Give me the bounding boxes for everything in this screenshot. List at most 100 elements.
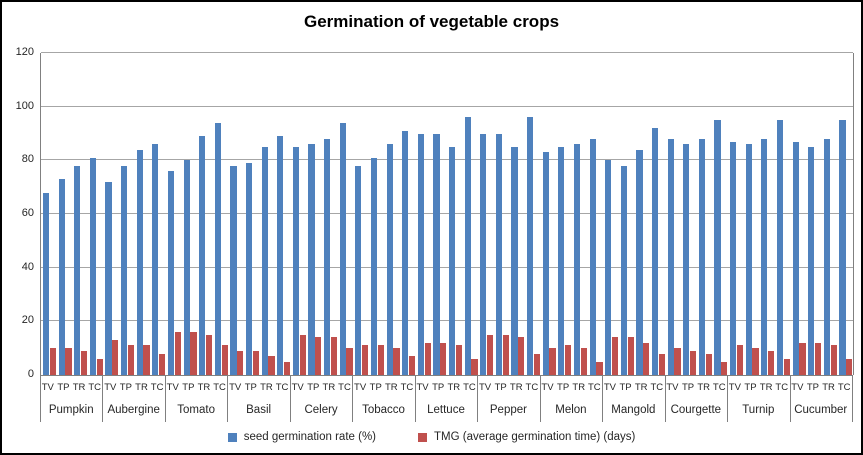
subcategory-label: TR bbox=[509, 382, 523, 393]
bar-tmg bbox=[627, 337, 634, 375]
subcategory-label: TR bbox=[135, 382, 148, 393]
bar-seed-germination-rate bbox=[542, 152, 549, 375]
bar-tmg bbox=[346, 348, 353, 375]
bar-tmg bbox=[830, 345, 837, 375]
bar-seed-germination-rate bbox=[324, 138, 331, 375]
category-separator bbox=[789, 375, 791, 422]
bar-tmg bbox=[127, 345, 135, 375]
subcategory-label: TC bbox=[837, 382, 851, 393]
x-axis-line bbox=[41, 375, 853, 376]
subcategory-label: TC bbox=[463, 382, 476, 393]
category-label: Lettuce bbox=[427, 404, 465, 416]
legend-item-seed-germination: seed germination rate (%) bbox=[227, 431, 376, 443]
bar-tmg bbox=[237, 350, 244, 375]
bar-seed-germination-rate bbox=[808, 146, 815, 375]
category-separator bbox=[102, 375, 104, 422]
bar-seed-germination-rate bbox=[449, 146, 456, 375]
category-separator bbox=[40, 375, 41, 422]
y-tick-label: 60 bbox=[21, 207, 34, 219]
subcategory-label: TR bbox=[72, 382, 86, 393]
subcategory-label: TP bbox=[557, 382, 570, 393]
bar-seed-germination-rate bbox=[277, 136, 284, 375]
bar-tmg bbox=[814, 342, 822, 375]
subcategory-label: TC bbox=[213, 382, 226, 393]
bar-tmg bbox=[846, 358, 853, 375]
category-label: Aubergine bbox=[107, 404, 160, 416]
subcategory-label: TC bbox=[88, 382, 101, 393]
category-label: Pumpkin bbox=[48, 404, 94, 416]
bar-seed-germination-rate bbox=[636, 149, 643, 375]
subcategory-label: TC bbox=[775, 382, 789, 393]
bar-seed-germination-rate bbox=[121, 165, 128, 375]
bar-seed-germination-rate bbox=[776, 120, 784, 375]
bar-tmg bbox=[408, 356, 416, 375]
chart-title: Germination of vegetable crops bbox=[303, 12, 560, 31]
bar-tmg bbox=[362, 345, 369, 375]
subcategory-label: TP bbox=[744, 382, 757, 393]
bar-tmg bbox=[643, 342, 650, 375]
bar-seed-germination-rate bbox=[105, 181, 112, 375]
category-separator bbox=[852, 375, 853, 422]
bar-seed-germination-rate bbox=[43, 192, 50, 375]
bar-seed-germination-rate bbox=[261, 146, 268, 375]
bar-seed-germination-rate bbox=[714, 120, 721, 375]
subcategory-label: TV bbox=[728, 382, 741, 393]
subcategory-label: TR bbox=[197, 382, 211, 393]
bar-tmg bbox=[549, 348, 556, 375]
bar-seed-germination-rate bbox=[339, 122, 346, 375]
bar-seed-germination-rate bbox=[683, 144, 690, 375]
gridline bbox=[41, 320, 853, 322]
bar-tmg bbox=[315, 337, 322, 375]
gridline bbox=[41, 213, 853, 214]
bar-tmg bbox=[284, 361, 291, 375]
bar-tmg bbox=[440, 342, 447, 375]
bar-tmg bbox=[143, 345, 150, 375]
bar-seed-germination-rate bbox=[823, 138, 830, 375]
bar-seed-germination-rate bbox=[698, 138, 706, 375]
bar-seed-germination-rate bbox=[402, 130, 409, 375]
bar-seed-germination-rate bbox=[464, 117, 471, 375]
bar-seed-germination-rate bbox=[386, 144, 393, 375]
bar-tmg bbox=[159, 353, 166, 375]
gridline bbox=[41, 52, 853, 53]
subcategory-label: TC bbox=[712, 382, 726, 393]
gridline bbox=[41, 159, 853, 161]
subcategory-label: TR bbox=[822, 382, 835, 393]
category-label: Tomato bbox=[177, 404, 215, 416]
legend-label-tmg: TMG (average germination time) (days) bbox=[434, 431, 636, 443]
bar-seed-germination-rate bbox=[370, 157, 378, 375]
bar-tmg bbox=[455, 345, 462, 375]
bar-tmg bbox=[96, 358, 103, 375]
bar-seed-germination-rate bbox=[136, 149, 143, 375]
bar-seed-germination-rate bbox=[761, 138, 768, 375]
bar-seed-germination-rate bbox=[355, 165, 362, 375]
subcategory-label: TC bbox=[400, 382, 414, 393]
gridline bbox=[41, 266, 853, 268]
bar-tmg bbox=[205, 334, 213, 375]
bar-seed-germination-rate bbox=[433, 133, 440, 375]
y-tick-label: 80 bbox=[21, 153, 34, 166]
bar-tmg bbox=[65, 348, 72, 375]
bar-seed-germination-rate bbox=[745, 144, 752, 375]
bar-seed-germination-rate bbox=[199, 136, 206, 375]
category-separator bbox=[602, 375, 604, 422]
subcategory-label: TC bbox=[275, 382, 289, 393]
y-tick-label: 0 bbox=[27, 368, 34, 380]
subcategory-label: TP bbox=[57, 382, 70, 393]
subcategory-label: TC bbox=[338, 382, 351, 393]
bar-tmg bbox=[268, 356, 275, 375]
bar-seed-germination-rate bbox=[730, 141, 737, 375]
bar-tmg bbox=[112, 340, 119, 375]
subcategory-label: TV bbox=[291, 382, 304, 393]
bar-tmg bbox=[330, 337, 338, 375]
y-tick-label: 120 bbox=[15, 46, 34, 58]
category-label: Basil bbox=[246, 404, 272, 416]
bar-tmg bbox=[487, 334, 494, 375]
bar-tmg bbox=[299, 334, 306, 375]
bar-seed-germination-rate bbox=[558, 146, 565, 375]
bar-seed-germination-rate bbox=[652, 128, 659, 375]
category-label: Melon bbox=[555, 404, 587, 416]
category-separator bbox=[727, 375, 729, 422]
bar-tmg bbox=[221, 345, 228, 375]
